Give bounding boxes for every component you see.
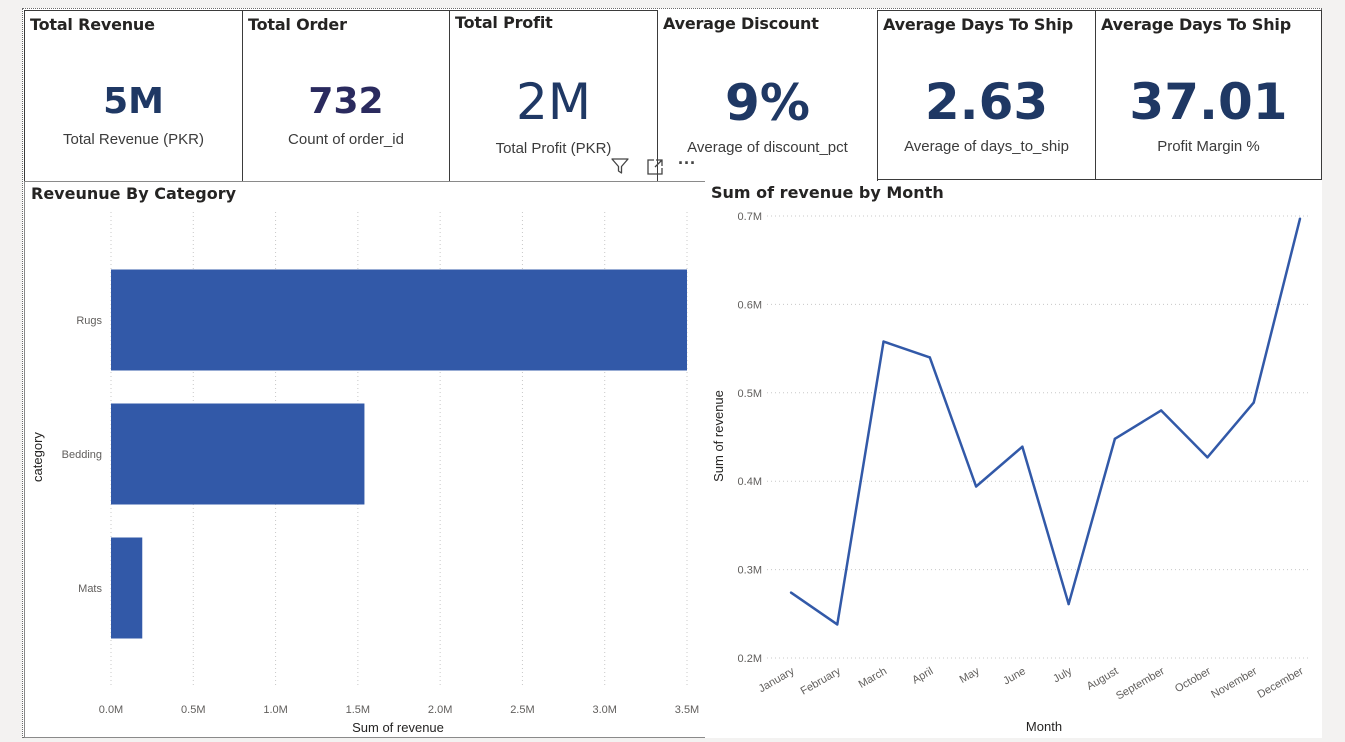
x-tick-label: March <box>857 665 889 691</box>
y-tick-label: 0.2M <box>738 653 762 665</box>
card-title: Average Days To Ship <box>1101 15 1291 34</box>
kpi-card-average-days-to-ship[interactable]: Average Days To Ship 2.63 Average of day… <box>877 10 1096 180</box>
y-tick-label: Rugs <box>76 315 102 327</box>
y-tick-label: 0.7M <box>738 211 762 223</box>
filter-icon[interactable] <box>610 156 630 181</box>
card-label: Total Revenue (PKR) <box>63 131 204 148</box>
card-title: Total Order <box>248 15 347 34</box>
data-point-may <box>974 485 978 488</box>
bar-rugs <box>111 269 687 371</box>
line-chart-svg: 0.2M 0.3M 0.4M 0.5M 0.6M 0.7M January February M… <box>711 211 1309 734</box>
kpi-card-average-discount[interactable]: Average Discount 9% Average of discount_… <box>657 10 878 182</box>
x-tick-label: August <box>1085 665 1121 693</box>
x-tick-label: 2.5M <box>510 704 534 716</box>
revenue-by-category-chart[interactable]: Reveunue By Category 0.0M 0.5M 1.0M 1.5M 2.0… <box>24 181 706 738</box>
card-value: 2M <box>516 73 591 131</box>
data-point-april <box>928 356 932 359</box>
card-label: Count of order_id <box>288 131 404 148</box>
x-tick-label: 1.0M <box>263 704 287 716</box>
data-point-september <box>1159 409 1163 412</box>
series-line-revenue <box>790 218 1302 626</box>
x-tick-label: 3.5M <box>675 704 699 716</box>
x-tick-label: September <box>1114 665 1167 702</box>
chart-title: Reveunue By Category <box>31 184 237 203</box>
y-tick-label: 0.5M <box>738 388 762 400</box>
x-tick-label: October <box>1173 665 1213 695</box>
data-point-march <box>882 340 885 343</box>
kpi-card-total-order[interactable]: Total Order 732 Count of order_id <box>242 10 450 182</box>
card-value: 5M <box>103 81 164 122</box>
card-label: Total Profit (PKR) <box>495 140 612 157</box>
data-point-july <box>1067 602 1070 606</box>
card-title: Total Revenue <box>30 15 155 34</box>
card-label: Profit Margin % <box>1157 138 1260 155</box>
kpi-card-total-profit[interactable]: Total Profit 2M Total Profit (PKR) <box>449 10 658 182</box>
card-label: Average of discount_pct <box>687 139 848 156</box>
focus-mode-icon[interactable] <box>645 157 665 182</box>
more-options-icon[interactable]: ··· <box>678 153 696 173</box>
card-value: 732 <box>308 81 384 122</box>
data-point-february <box>836 623 839 626</box>
x-tick-label: 0.5M <box>181 704 205 716</box>
x-tick-label: December <box>1256 665 1306 701</box>
chart-title: Sum of revenue by Month <box>711 183 944 202</box>
x-axis-title: Sum of revenue <box>352 720 444 735</box>
data-point-october <box>1206 456 1209 459</box>
x-tick-label: June <box>1001 665 1028 687</box>
x-tick-label: November <box>1209 665 1259 701</box>
kpi-card-total-revenue[interactable]: Total Revenue 5M Total Revenue (PKR) <box>24 10 243 182</box>
x-tick-label: 0.0M <box>99 704 123 716</box>
x-axis-title: Month <box>1026 719 1062 734</box>
data-point-november <box>1252 401 1255 404</box>
visual-header: ··· <box>610 153 705 181</box>
card-value: 9% <box>725 74 810 132</box>
data-point-january <box>789 591 793 594</box>
y-tick-label: 0.6M <box>738 299 762 311</box>
y-axis-title: category <box>30 432 45 482</box>
card-label: Average of days_to_ship <box>904 138 1069 155</box>
bar-chart-svg: 0.0M 0.5M 1.0M 1.5M 2.0M 2.5M 3.0M 3.5M Rugs Bedd… <box>30 212 699 735</box>
card-value: 37.01 <box>1129 73 1288 131</box>
x-tick-label: July <box>1051 665 1074 685</box>
bar-mats <box>111 537 143 639</box>
y-tick-label: Mats <box>78 583 102 595</box>
x-tick-label: 1.5M <box>346 704 370 716</box>
card-value: 2.63 <box>924 73 1049 131</box>
revenue-by-month-chart[interactable]: Sum of revenue by Month 0.2M 0.3M 0.4M 0.5M… <box>705 181 1322 738</box>
x-tick-label: January <box>757 665 797 695</box>
y-tick-label: Bedding <box>62 449 102 461</box>
data-point-december <box>1298 217 1302 220</box>
x-tick-label: 3.0M <box>592 704 616 716</box>
data-point-june <box>1021 445 1024 448</box>
y-tick-label: 0.4M <box>738 476 762 488</box>
kpi-card-profit-margin[interactable]: Average Days To Ship 37.01 Profit Margin… <box>1095 10 1322 180</box>
card-title: Average Days To Ship <box>883 15 1073 34</box>
y-axis-title: Sum of revenue <box>711 390 726 482</box>
data-point-august <box>1113 437 1117 440</box>
x-tick-label: February <box>799 665 844 698</box>
y-tick-label: 0.3M <box>738 565 762 577</box>
x-tick-label: May <box>958 665 982 686</box>
x-tick-label: 2.0M <box>428 704 452 716</box>
card-title: Total Profit <box>455 13 553 32</box>
x-tick-label: April <box>910 665 935 686</box>
bar-bedding <box>111 403 365 505</box>
card-title: Average Discount <box>663 14 819 33</box>
